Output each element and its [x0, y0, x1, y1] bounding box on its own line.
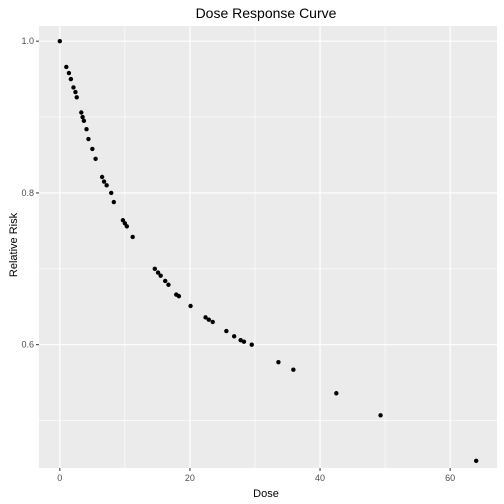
y-axis-ticks: 0.6 0.8 1.0 [21, 36, 39, 350]
data-point [334, 391, 339, 396]
data-point [473, 458, 479, 463]
data-point [291, 367, 296, 372]
data-point [101, 179, 107, 184]
data-point [158, 273, 163, 278]
y-tick-label: 1.0 [21, 36, 34, 46]
x-axis-title: Dose [253, 488, 279, 500]
data-point [224, 328, 229, 334]
data-point [93, 156, 98, 161]
plot-panel [39, 26, 497, 468]
data-point [276, 359, 281, 365]
data-point [166, 282, 171, 287]
data-point [74, 95, 79, 100]
data-point [104, 183, 109, 188]
data-point [231, 334, 237, 339]
data-point [79, 110, 84, 115]
data-point [241, 339, 247, 344]
data-point [124, 224, 130, 229]
x-tick-label: 20 [185, 473, 195, 483]
x-tick-label: 0 [57, 473, 62, 483]
data-point [188, 303, 193, 309]
y-axis-title: Relative Risk [8, 212, 20, 277]
data-point [176, 293, 182, 299]
data-point [206, 317, 211, 322]
x-tick-label: 40 [315, 473, 325, 483]
data-point [249, 342, 254, 347]
data-point [90, 146, 95, 152]
minor-gridlines [39, 26, 497, 468]
y-tick-label: 0.6 [21, 340, 34, 350]
data-point [152, 266, 158, 272]
data-point [378, 413, 383, 418]
data-point [109, 190, 114, 196]
data-point [71, 85, 76, 90]
y-tick-label: 0.8 [21, 188, 34, 198]
major-gridlines [39, 26, 497, 468]
data-point [111, 199, 117, 205]
data-point [73, 89, 78, 95]
data-point [81, 118, 87, 124]
data-point [203, 315, 208, 320]
data-point [57, 38, 63, 44]
data-points [57, 38, 479, 463]
data-point [84, 126, 89, 132]
data-point [99, 174, 105, 180]
x-axis-ticks: 0 20 40 60 [57, 468, 455, 483]
data-point [155, 270, 161, 275]
x-tick-label: 60 [445, 473, 455, 483]
data-point [64, 64, 69, 70]
data-point [66, 70, 72, 76]
data-point [130, 234, 135, 240]
data-point [163, 278, 168, 284]
data-point [80, 114, 85, 120]
data-point [86, 136, 91, 142]
data-point [210, 319, 215, 325]
data-point [68, 76, 74, 82]
chart-title: Dose Response Curve [196, 5, 337, 21]
